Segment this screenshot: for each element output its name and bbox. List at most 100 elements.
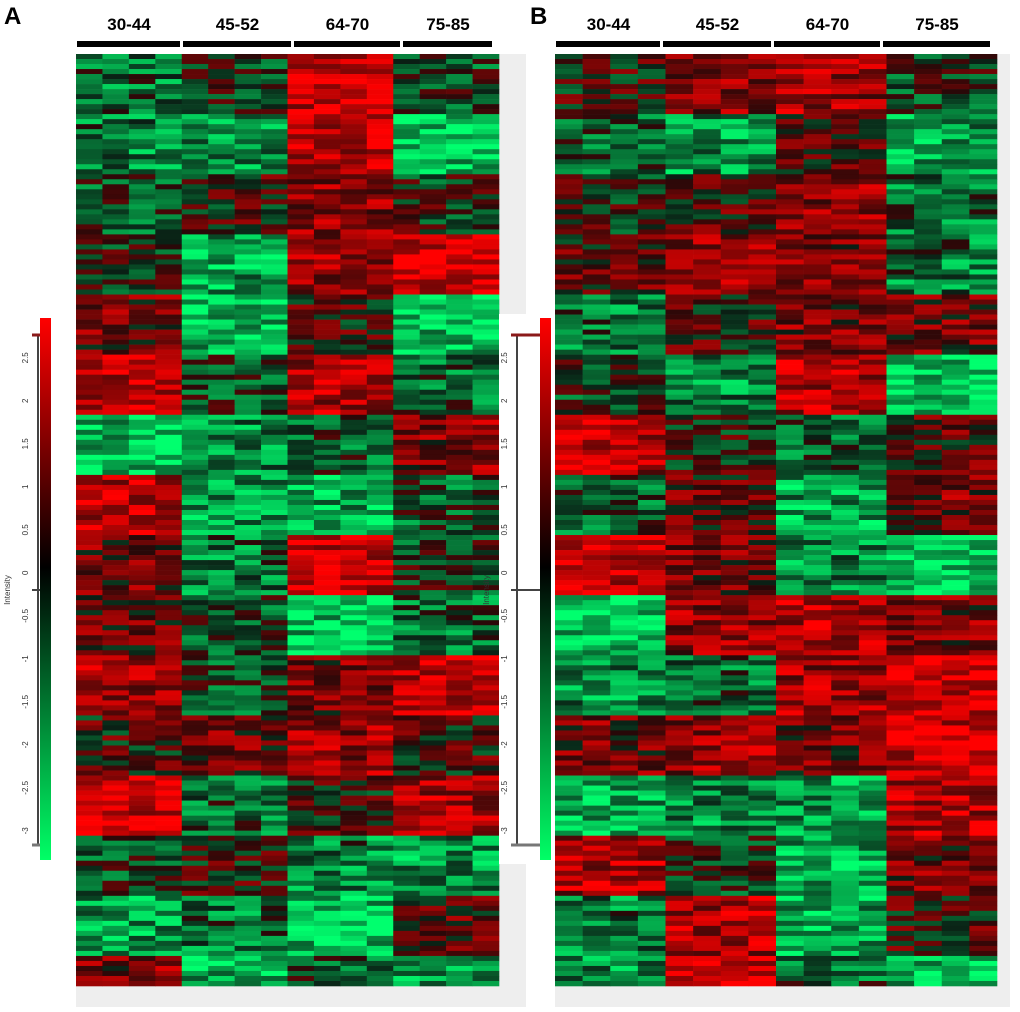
heatmap-cell bbox=[155, 905, 183, 912]
heatmap-cell bbox=[555, 444, 583, 451]
heatmap-cell bbox=[472, 454, 500, 461]
heatmap-cell bbox=[472, 920, 500, 927]
heatmap-cell bbox=[76, 484, 103, 491]
heatmap-cell bbox=[886, 254, 915, 260]
heatmap-cell bbox=[287, 785, 315, 791]
heatmap-cell bbox=[858, 560, 887, 566]
heatmap-cell bbox=[287, 590, 315, 596]
heatmap-cell bbox=[76, 159, 103, 165]
heatmap-cell bbox=[941, 444, 970, 451]
heatmap-cell bbox=[748, 379, 777, 386]
heatmap-cell bbox=[720, 479, 749, 486]
heatmap-cell bbox=[446, 520, 473, 526]
heatmap-cell bbox=[720, 309, 749, 315]
heatmap-cell bbox=[446, 229, 473, 235]
heatmap-cell bbox=[419, 89, 447, 95]
heatmap-cell bbox=[313, 359, 341, 365]
heatmap-cell bbox=[393, 520, 420, 526]
heatmap-cell bbox=[234, 334, 262, 340]
heatmap-cell bbox=[287, 229, 315, 235]
heatmap-cell bbox=[234, 329, 262, 335]
heatmap-cell bbox=[393, 299, 420, 305]
heatmap-cell bbox=[969, 635, 998, 641]
heatmap-cell bbox=[858, 279, 887, 285]
heatmap-cell bbox=[720, 179, 749, 185]
heatmap-cell bbox=[914, 520, 943, 526]
heatmap-cell bbox=[313, 389, 341, 396]
heatmap-cell bbox=[748, 124, 777, 130]
heatmap-cell bbox=[720, 344, 749, 350]
heatmap-cell bbox=[76, 434, 103, 441]
heatmap-cell bbox=[803, 319, 832, 325]
heatmap-cell bbox=[831, 349, 860, 355]
heatmap-cell bbox=[102, 489, 130, 496]
group-bar bbox=[556, 41, 660, 47]
heatmap-cell bbox=[720, 530, 749, 536]
heatmap-cell bbox=[128, 735, 156, 741]
group-bar bbox=[294, 41, 400, 47]
heatmap-cell bbox=[419, 935, 447, 942]
heatmap-cell bbox=[914, 94, 943, 100]
heatmap-cell bbox=[472, 590, 500, 596]
heatmap-cell bbox=[858, 545, 887, 551]
heatmap-cell bbox=[941, 635, 970, 641]
heatmap-cell bbox=[128, 79, 156, 85]
heatmap-cell bbox=[419, 875, 447, 882]
heatmap-cell bbox=[582, 469, 611, 476]
heatmap-cell bbox=[208, 785, 235, 791]
heatmap-cell bbox=[76, 590, 103, 596]
heatmap-cell bbox=[693, 525, 722, 531]
heatmap-cell bbox=[720, 565, 749, 571]
heatmap-cell bbox=[234, 414, 262, 421]
heatmap-cell bbox=[914, 69, 943, 75]
heatmap-cell bbox=[748, 354, 777, 360]
heatmap-cell bbox=[181, 530, 209, 536]
heatmap-cell bbox=[393, 690, 420, 696]
heatmap-cell bbox=[76, 670, 103, 676]
heatmap-cell bbox=[208, 274, 235, 280]
heatmap-cell bbox=[665, 129, 694, 135]
heatmap-cell bbox=[128, 444, 156, 451]
heatmap-cell bbox=[610, 334, 639, 340]
heatmap-cell bbox=[914, 474, 943, 481]
heatmap-cell bbox=[128, 489, 156, 496]
heatmap-cell bbox=[941, 620, 970, 626]
heatmap-cell bbox=[340, 69, 368, 75]
heatmap-cell bbox=[776, 209, 804, 215]
heatmap-cell bbox=[555, 249, 583, 255]
heatmap-cell bbox=[181, 249, 209, 255]
heatmap-cell bbox=[366, 219, 394, 225]
heatmap-cell bbox=[858, 224, 887, 230]
heatmap-cell bbox=[393, 585, 420, 591]
heatmap-cell bbox=[446, 479, 473, 486]
heatmap-cell bbox=[914, 409, 943, 416]
heatmap-cell bbox=[472, 134, 500, 140]
heatmap-cell bbox=[472, 780, 500, 786]
heatmap-cell bbox=[366, 109, 394, 115]
heatmap-cell bbox=[693, 219, 722, 225]
heatmap-cell bbox=[446, 409, 473, 416]
heatmap-cell bbox=[776, 655, 804, 661]
heatmap-cell bbox=[446, 765, 473, 771]
heatmap-cell bbox=[858, 309, 887, 315]
heatmap-cell bbox=[472, 650, 500, 656]
heatmap-cell bbox=[446, 249, 473, 255]
heatmap-cell bbox=[831, 635, 860, 641]
heatmap-cell bbox=[366, 775, 394, 781]
heatmap-cell bbox=[665, 194, 694, 200]
heatmap-cell bbox=[419, 259, 447, 265]
heatmap-cell bbox=[914, 244, 943, 250]
heatmap-cell bbox=[76, 720, 103, 726]
heatmap-cell bbox=[76, 980, 103, 987]
heatmap-cell bbox=[693, 84, 722, 90]
heatmap-cell bbox=[181, 705, 209, 711]
heatmap-cell bbox=[155, 144, 183, 150]
heatmap-cell bbox=[155, 84, 183, 90]
heatmap-cell bbox=[637, 359, 666, 365]
heatmap-cell bbox=[76, 364, 103, 370]
heatmap-cell bbox=[340, 99, 368, 105]
heatmap-cell bbox=[858, 354, 887, 360]
heatmap-cell bbox=[582, 374, 611, 380]
heatmap-cell bbox=[914, 605, 943, 611]
heatmap-cell bbox=[582, 89, 611, 95]
